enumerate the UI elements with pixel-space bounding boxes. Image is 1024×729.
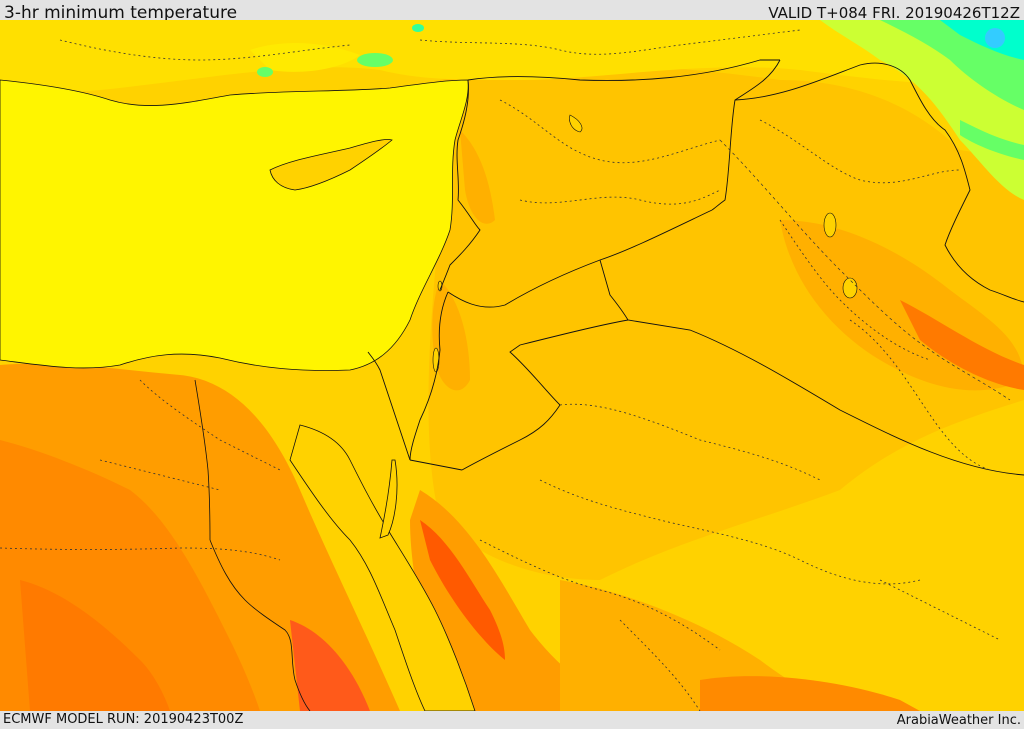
lake-assad xyxy=(569,114,583,133)
turkey-patch xyxy=(250,43,360,72)
jordan-valley-orange xyxy=(432,280,470,391)
iraq-hot xyxy=(900,300,1024,390)
euphrates-river xyxy=(719,139,1011,401)
province-borders xyxy=(0,29,1001,711)
orange-light-zone xyxy=(428,65,1024,580)
map-footer: ECMWF MODEL RUN: 20190423T00Z ArabiaWeat… xyxy=(0,711,1024,729)
hejaz-orange xyxy=(410,490,640,711)
lake-tharthar xyxy=(823,212,837,238)
province-line-turkey-2 xyxy=(419,29,801,55)
temperature-map xyxy=(0,20,1024,711)
province-line-egypt-2 xyxy=(99,459,221,491)
iran-cyan xyxy=(940,20,1024,60)
cyprus-island xyxy=(269,139,393,191)
nile-hot-patch xyxy=(290,620,370,711)
border-israel-egypt xyxy=(367,351,411,461)
province-line-2 xyxy=(519,189,721,205)
border-turkey-syria xyxy=(467,59,780,81)
zagros-green xyxy=(960,120,1024,160)
border-jordan-west xyxy=(409,291,449,461)
syria-west-orange xyxy=(460,130,495,224)
turkey-green-spot-3 xyxy=(412,24,424,32)
border-lebanon-syria xyxy=(439,79,481,291)
border-jordan-saudi xyxy=(461,319,629,471)
dead-sea xyxy=(432,347,440,373)
province-line-5 xyxy=(559,403,821,481)
province-line-7 xyxy=(479,539,721,651)
valid-time-label: VALID T+084 FRI. 20190426T12Z xyxy=(768,4,1020,22)
turkey-green-spot-1 xyxy=(357,53,393,67)
iran-cold-spot xyxy=(985,28,1005,48)
province-line-egypt-3 xyxy=(139,379,281,471)
border-iraq-saudi xyxy=(599,259,1024,476)
border-syria-jordan xyxy=(447,209,713,308)
model-run-label: ECMWF MODEL RUN: 20190423T00Z xyxy=(3,712,244,727)
credit-label: ArabiaWeather Inc. xyxy=(896,713,1021,728)
lake-razazza xyxy=(842,277,858,299)
province-line-3 xyxy=(759,119,961,184)
nile-delta-branch xyxy=(194,379,211,541)
turkey-green-spot-2 xyxy=(257,67,273,77)
province-line-turkey-1 xyxy=(59,39,351,61)
border-iraq-iran xyxy=(734,62,1024,303)
nile-river xyxy=(209,539,311,711)
egypt-hot-patch xyxy=(20,580,170,711)
map-header: 3-hr minimum temperature VALID T+084 FRI… xyxy=(0,0,1024,23)
province-line-6 xyxy=(539,479,921,585)
province-line-4 xyxy=(779,219,931,361)
turkey-yellow xyxy=(0,20,1024,92)
red-sea xyxy=(289,424,476,711)
map-title: 3-hr minimum temperature xyxy=(4,3,238,23)
border-aqaba xyxy=(409,459,463,471)
mediterranean-sea xyxy=(0,79,469,371)
temperature-map-canvas xyxy=(0,20,1024,711)
south-orange xyxy=(700,676,920,711)
hejaz-hot xyxy=(420,520,505,660)
gulf-of-aqaba xyxy=(379,459,398,539)
